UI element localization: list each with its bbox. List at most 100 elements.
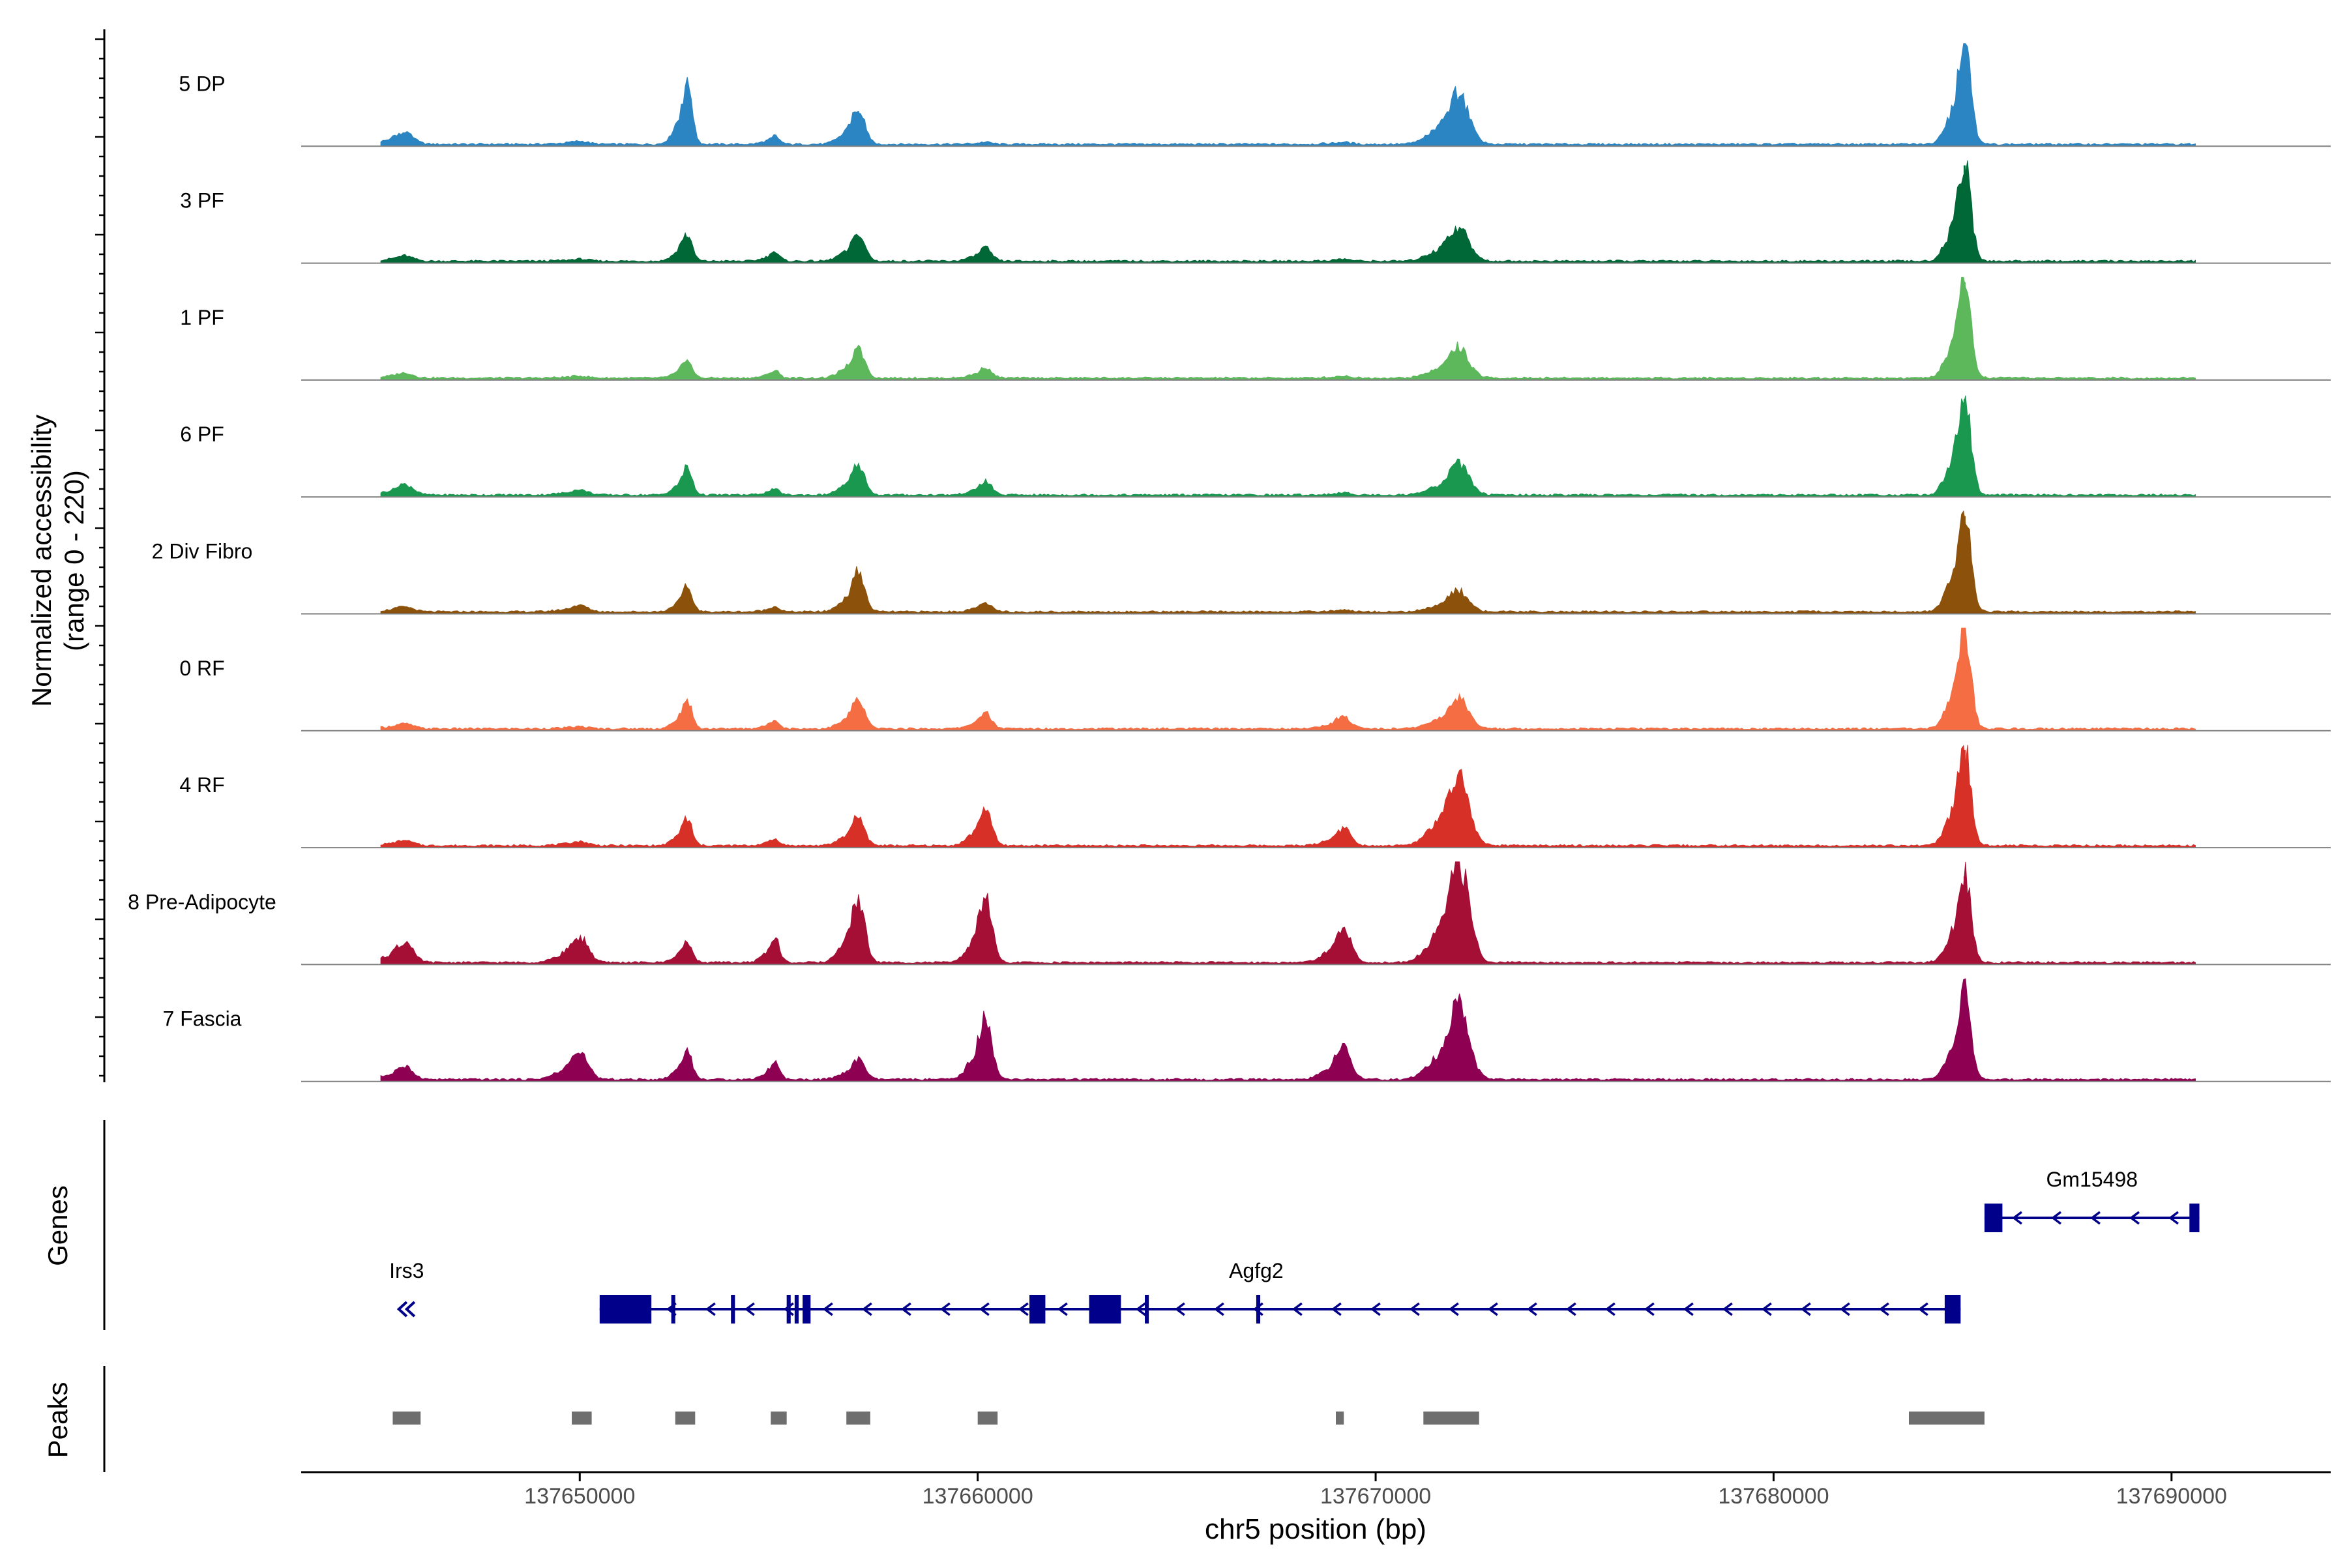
strand-chevron — [900, 1302, 911, 1316]
strand-chevron — [1448, 1302, 1459, 1316]
strand-chevron — [783, 1302, 794, 1316]
x-tick-label: 137650000 — [524, 1484, 635, 1509]
peak-region-7 — [1423, 1412, 1479, 1425]
track-8: 7 Fascia — [163, 978, 2331, 1082]
gene-annotations: Gm15498 Agfg2 Irs3 — [389, 1168, 2200, 1324]
track-label: 5 DP — [179, 72, 225, 95]
strand-chevron — [1135, 1302, 1146, 1316]
genes-panel-title: Genes — [42, 1185, 73, 1266]
track-label: 1 PF — [180, 306, 224, 329]
track-profile-2 — [380, 276, 2196, 381]
strand-chevron — [1604, 1302, 1616, 1316]
track-profile-8 — [380, 978, 2196, 1082]
gene-label: Gm15498 — [2046, 1168, 2138, 1191]
track-profile-3 — [380, 395, 2196, 497]
strand-chevron — [822, 1302, 833, 1316]
track-7: 8 Pre-Adipocyte — [128, 861, 2331, 966]
track-label: 2 Div Fibro — [152, 540, 253, 563]
x-tick-label: 137690000 — [2116, 1484, 2227, 1509]
strand-chevron — [2129, 1211, 2140, 1225]
track-profile-5 — [380, 627, 2196, 732]
strand-chevron — [744, 1302, 755, 1316]
track-profile-1 — [380, 160, 2196, 264]
strand-chevron — [1917, 1302, 1928, 1316]
peak-region-3 — [771, 1412, 787, 1425]
coverage-y-ticks — [95, 38, 104, 1077]
peak-region-1 — [572, 1412, 592, 1425]
coverage-tracks: 5 DP 3 PF 1 PF 6 PF 2 Div Fibro 0 RF 4 RF 8 Pre… — [128, 43, 2331, 1082]
x-axis-ticks: 137650000 137660000 137670000 137680000 1376… — [524, 1472, 2227, 1509]
gene-exon — [1984, 1204, 2003, 1232]
gene-exon — [1029, 1295, 1046, 1324]
strand-chevron — [861, 1302, 872, 1316]
gene-exon — [786, 1295, 791, 1324]
track-profile-6 — [380, 745, 2196, 848]
strand-chevron — [1213, 1302, 1224, 1316]
strand-chevron — [1409, 1302, 1420, 1316]
track-label: 6 PF — [180, 422, 224, 446]
strand-chevron — [1761, 1302, 1772, 1316]
track-profile-7 — [380, 861, 2196, 965]
strand-chevron — [1683, 1302, 1694, 1316]
gene-label: Irs3 — [389, 1259, 424, 1282]
gene-exon — [1944, 1295, 1961, 1324]
track-2: 1 PF — [180, 276, 2331, 381]
strand-chevron — [1800, 1302, 1811, 1316]
strand-chevron — [939, 1302, 951, 1316]
track-label: 8 Pre-Adipocyte — [128, 890, 276, 913]
strand-chevron — [1370, 1302, 1381, 1316]
strand-chevron — [396, 1301, 408, 1318]
gene-exon — [2189, 1204, 2200, 1232]
gene-irs3: Irs3 — [389, 1259, 424, 1318]
track-label: 3 PF — [180, 189, 224, 213]
track-5: 0 RF — [179, 627, 2331, 732]
strand-chevron — [1878, 1302, 1889, 1316]
strand-chevron — [705, 1302, 716, 1316]
strand-chevron — [979, 1302, 990, 1316]
peak-region-2 — [675, 1412, 696, 1425]
x-axis-title: chr5 position (bp) — [1205, 1513, 1426, 1545]
track-profile-0 — [380, 43, 2196, 147]
strand-chevron — [1839, 1302, 1850, 1316]
strand-chevron — [2012, 1211, 2023, 1225]
gene-exon — [1145, 1295, 1149, 1324]
peak-region-5 — [977, 1412, 998, 1425]
gene-agfg2: Agfg2 — [599, 1259, 1961, 1324]
strand-chevron — [1644, 1302, 1655, 1316]
gene-exon — [731, 1295, 735, 1324]
peak-region-8 — [1908, 1412, 1985, 1425]
gene-gm15498: Gm15498 — [1984, 1168, 2200, 1232]
track-label: 7 Fascia — [163, 1007, 242, 1031]
peak-region-0 — [392, 1412, 421, 1425]
peak-region-6 — [1336, 1412, 1344, 1425]
track-label: 0 RF — [179, 657, 224, 680]
gene-label: Agfg2 — [1229, 1259, 1284, 1282]
y-axis-title-range: (range 0 - 220) — [59, 470, 89, 651]
gene-exon — [803, 1295, 811, 1324]
track-3: 6 PF — [180, 395, 2331, 498]
y-axis-title: Normalized accessibility — [26, 415, 57, 707]
strand-chevron — [1565, 1302, 1576, 1316]
gene-exon — [1256, 1295, 1261, 1324]
strand-chevron — [2051, 1211, 2062, 1225]
strand-chevron — [1174, 1302, 1185, 1316]
track-6: 4 RF — [179, 745, 2331, 849]
gene-exon — [599, 1295, 652, 1324]
strand-chevron — [1331, 1302, 1342, 1316]
gene-exon — [671, 1295, 675, 1324]
track-label: 4 RF — [179, 773, 224, 797]
strand-chevron — [1722, 1302, 1733, 1316]
peak-region-4 — [846, 1412, 870, 1425]
strand-chevron — [2090, 1211, 2101, 1225]
strand-chevron — [1018, 1302, 1029, 1316]
track-0: 5 DP — [179, 43, 2331, 147]
track-4: 2 Div Fibro — [152, 510, 2331, 615]
gene-exon — [794, 1295, 799, 1324]
x-tick-label: 137680000 — [1718, 1484, 1829, 1509]
track-profile-4 — [380, 510, 2196, 614]
strand-chevron — [1292, 1302, 1303, 1316]
strand-chevron — [404, 1301, 416, 1318]
